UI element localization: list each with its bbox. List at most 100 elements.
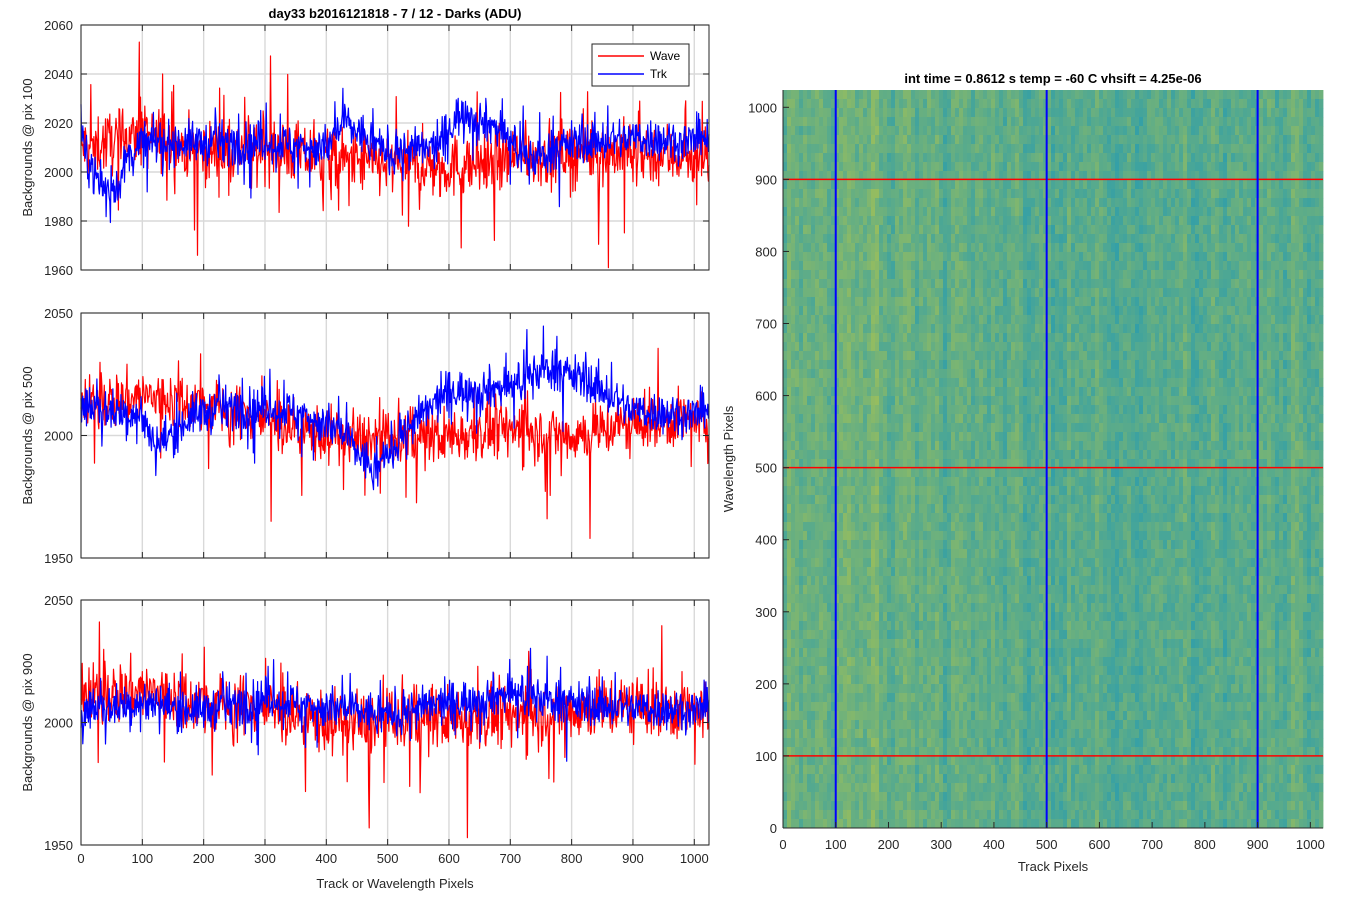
heatmap-cell xyxy=(919,792,924,802)
heatmap-cell xyxy=(903,639,908,649)
heatmap-cell xyxy=(811,459,816,469)
heatmap-cell xyxy=(919,234,924,244)
heatmap-cell xyxy=(887,315,892,325)
heatmap-cell xyxy=(919,324,924,334)
heatmap-cell xyxy=(831,333,836,343)
heatmap-cell xyxy=(831,729,836,739)
heatmap-cell xyxy=(967,153,972,163)
heatmap-cell xyxy=(919,648,924,658)
heatmap-cell xyxy=(903,765,908,775)
heatmap-cell xyxy=(915,747,920,757)
heatmap-cell xyxy=(783,459,788,469)
heatmap-cell xyxy=(891,234,896,244)
heatmap-cell xyxy=(835,738,840,748)
x-tick-label: 500 xyxy=(377,851,399,866)
heatmap-cell xyxy=(879,558,884,568)
heatmap-cell xyxy=(947,819,952,829)
heatmap-cell xyxy=(959,117,964,127)
heatmap-cell xyxy=(999,252,1004,262)
heatmap-cell xyxy=(863,252,868,262)
heatmap-cell xyxy=(855,522,860,532)
heatmap-cell xyxy=(795,684,800,694)
heatmap-cell xyxy=(903,657,908,667)
heatmap-cell xyxy=(855,513,860,523)
heatmap-cell xyxy=(915,234,920,244)
heatmap-cell xyxy=(915,180,920,190)
heatmap-cell xyxy=(895,729,900,739)
heatmap-cell xyxy=(987,630,992,640)
heatmap-cell xyxy=(939,126,944,136)
heatmap-cell xyxy=(943,387,948,397)
heatmap-cell xyxy=(959,306,964,316)
heatmap-cell xyxy=(819,666,824,676)
heatmap-cell xyxy=(963,405,968,415)
heatmap-cell xyxy=(951,369,956,379)
heatmap-cell xyxy=(839,252,844,262)
heatmap-cell xyxy=(875,378,880,388)
heatmap-cell xyxy=(979,144,984,154)
heatmap-cell xyxy=(911,252,916,262)
heatmap-cell xyxy=(939,297,944,307)
heatmap-cell xyxy=(983,171,988,181)
heatmap-cell xyxy=(943,576,948,586)
heatmap-cell xyxy=(795,333,800,343)
heatmap-cell xyxy=(1015,513,1020,523)
heatmap-cell xyxy=(1007,585,1012,595)
heatmap-cell xyxy=(995,657,1000,667)
heatmap-cell xyxy=(999,405,1004,415)
heatmap-cell xyxy=(819,207,824,217)
heatmap-cell xyxy=(883,738,888,748)
heatmap-cell xyxy=(783,234,788,244)
heatmap-cell xyxy=(991,378,996,388)
heatmap-cell xyxy=(855,468,860,478)
heatmap-cell xyxy=(867,477,872,487)
heatmap-cell xyxy=(867,630,872,640)
heatmap-cell xyxy=(847,432,852,442)
heatmap-cell xyxy=(1007,297,1012,307)
heatmap-cell xyxy=(839,576,844,586)
heatmap-cell xyxy=(835,90,840,100)
heatmap-cell xyxy=(971,774,976,784)
heatmap-cell xyxy=(879,486,884,496)
heatmap-cell xyxy=(859,639,864,649)
heatmap-cell xyxy=(975,144,980,154)
heatmap-cell xyxy=(879,216,884,226)
heatmap-cell xyxy=(987,504,992,514)
heatmap-cell xyxy=(807,747,812,757)
heatmap-cell xyxy=(951,423,956,433)
heatmap-cell xyxy=(907,486,912,496)
heatmap-cell xyxy=(955,180,960,190)
heatmap-cell xyxy=(967,261,972,271)
heatmap-cell xyxy=(971,477,976,487)
heatmap-cell xyxy=(1007,207,1012,217)
heatmap-cell xyxy=(843,117,848,127)
heatmap-cell xyxy=(1007,342,1012,352)
heatmap-cell xyxy=(855,621,860,631)
heatmap-cell xyxy=(947,810,952,820)
heatmap-cell xyxy=(843,810,848,820)
heatmap-cell xyxy=(975,531,980,541)
heatmap-cell xyxy=(807,252,812,262)
heatmap-cell xyxy=(903,189,908,199)
heatmap-cell xyxy=(887,387,892,397)
heatmap-cell xyxy=(795,162,800,172)
heatmap-cell xyxy=(919,621,924,631)
heatmap-cell xyxy=(931,549,936,559)
heatmap-cell xyxy=(959,684,964,694)
heatmap-cell xyxy=(979,720,984,730)
heatmap-cell xyxy=(799,648,804,658)
heatmap-cell xyxy=(923,738,928,748)
heatmap-cell xyxy=(991,117,996,127)
heatmap-cell xyxy=(831,792,836,802)
heatmap-cell xyxy=(863,459,868,469)
heatmap-cell xyxy=(1007,306,1012,316)
heatmap-cell xyxy=(1007,279,1012,289)
heatmap-cell xyxy=(879,711,884,721)
heatmap-cell xyxy=(815,153,820,163)
heatmap-cell xyxy=(979,738,984,748)
heatmap-cell xyxy=(911,585,916,595)
heatmap-cell xyxy=(911,99,916,109)
heatmap-cell xyxy=(867,468,872,478)
heatmap-cell xyxy=(975,792,980,802)
heatmap-cell xyxy=(959,459,964,469)
